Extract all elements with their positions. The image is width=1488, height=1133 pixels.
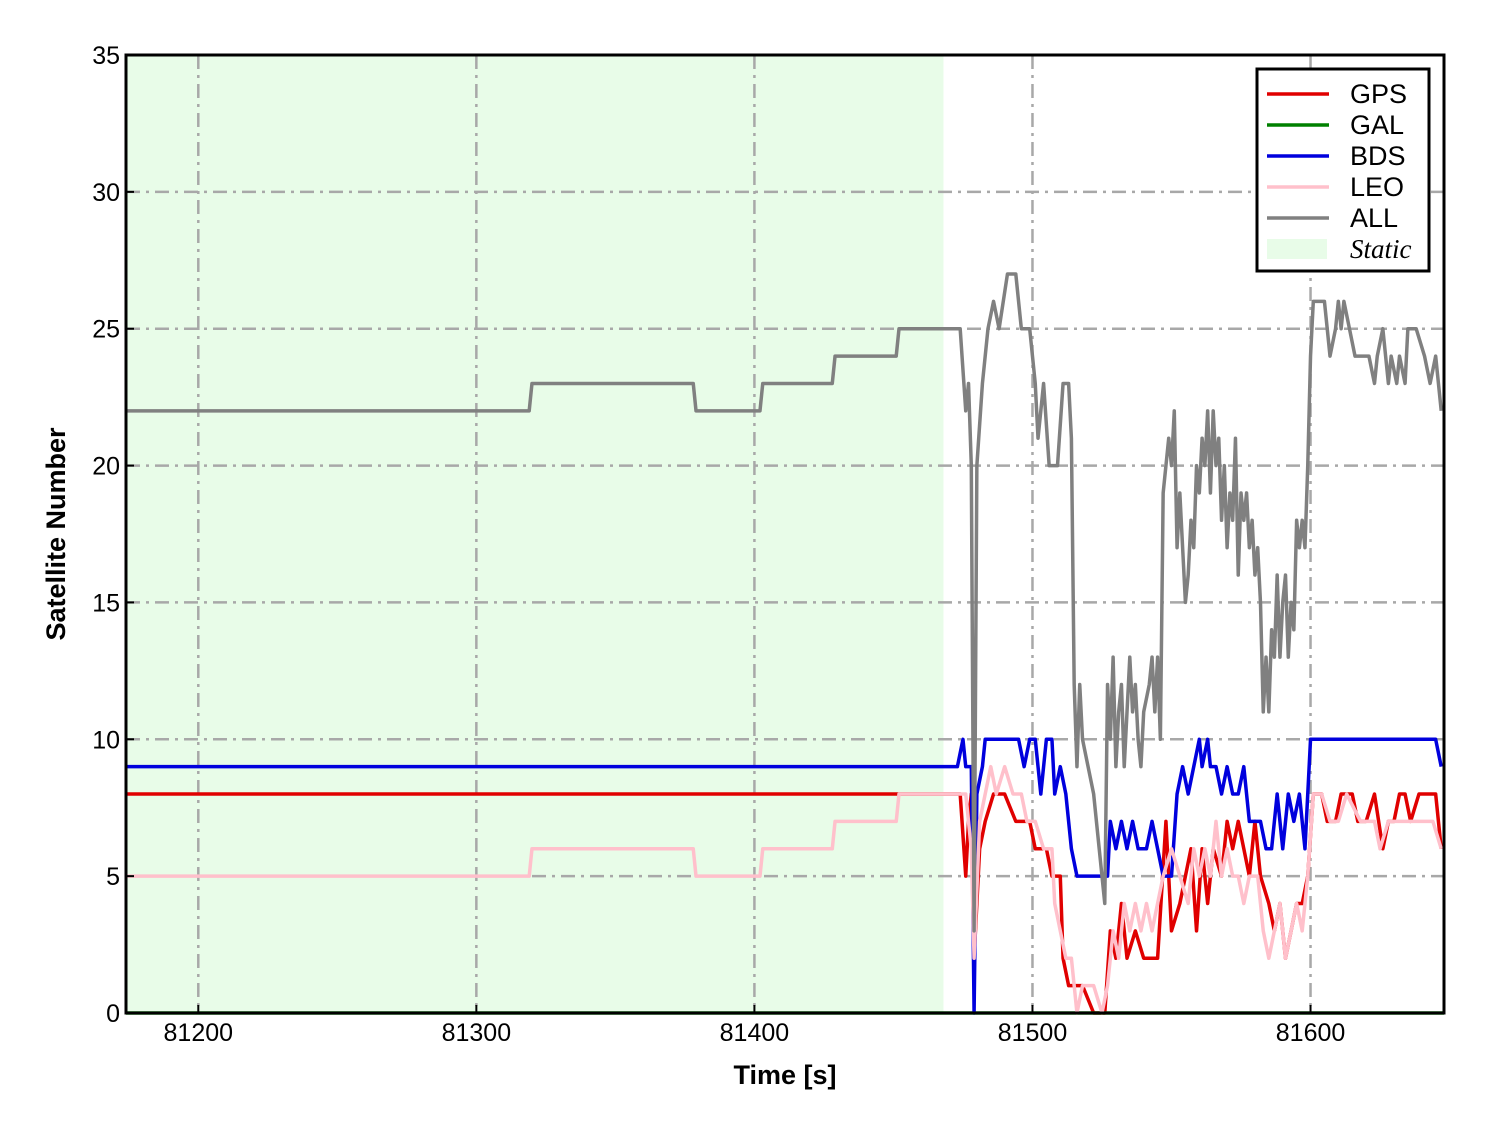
- y-tick-label-10: 10: [92, 726, 120, 754]
- x-axis-label: Time [s]: [733, 1060, 836, 1090]
- legend-label-gps: GPS: [1350, 79, 1407, 109]
- x-tick-label-81300: 81300: [442, 1019, 512, 1047]
- y-tick-label-30: 30: [92, 179, 120, 207]
- series-line-gps: [126, 792, 1443, 1015]
- y-tick-label-25: 25: [92, 316, 120, 344]
- y-tick-label-5: 5: [106, 863, 120, 891]
- legend-box: [1255, 67, 1431, 273]
- shaded-region-static: [126, 55, 944, 1013]
- y-tick-label-0: 0: [106, 1000, 120, 1028]
- series-line-all: [126, 272, 1443, 933]
- legend-label-leo: LEO: [1350, 172, 1404, 202]
- y-tick-label-20: 20: [92, 453, 120, 481]
- legend-swatch-static: [1267, 239, 1327, 259]
- y-axis-label: Satellite Number: [41, 427, 71, 641]
- legend-label-all: ALL: [1350, 203, 1398, 233]
- y-tick-label-35: 35: [92, 42, 120, 70]
- x-tick-label-81200: 81200: [164, 1019, 234, 1047]
- shaded-region-layer: [126, 55, 944, 1013]
- plot-frame: [124, 53, 1446, 1015]
- series-line-bds: [126, 737, 1443, 1015]
- legend-label-bds: BDS: [1350, 141, 1406, 171]
- legend-label-gal: GAL: [1350, 110, 1404, 140]
- tick-layer: 81200 81300 81400 81500 81600 0 5 10 15 20 25 30 35: [92, 42, 1345, 1047]
- x-tick-label-81400: 81400: [720, 1019, 790, 1047]
- x-tick-label-81600: 81600: [1276, 1019, 1346, 1047]
- x-tick-label-81500: 81500: [998, 1019, 1068, 1047]
- legend-label-static: Static: [1350, 234, 1412, 264]
- grid-layer: [126, 55, 1444, 1013]
- y-tick-label-15: 15: [92, 589, 120, 617]
